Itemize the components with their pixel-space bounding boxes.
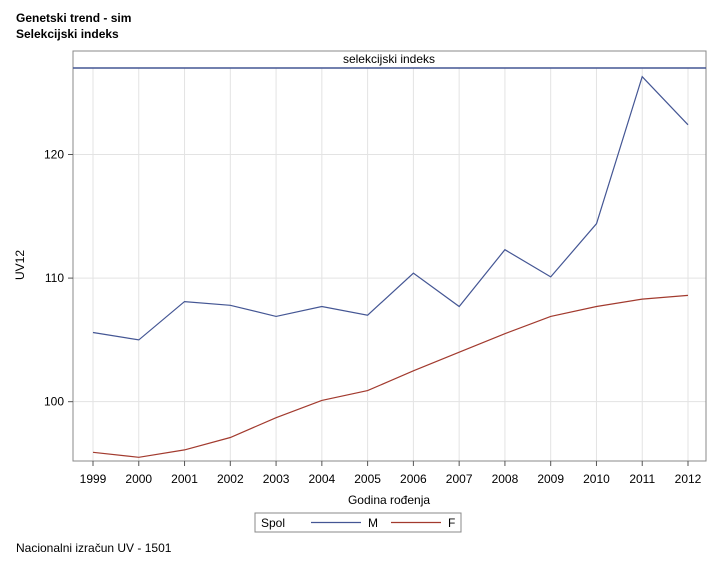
- panel-label: selekcijski indeks: [343, 52, 435, 66]
- legend-title: Spol: [261, 516, 285, 530]
- x-tick-label: 2012: [675, 472, 702, 486]
- x-tick-label: 2008: [492, 472, 519, 486]
- x-tick-label: 2006: [400, 472, 427, 486]
- chart-subtitle: Selekcijski indeks: [16, 27, 119, 41]
- x-axis: 1999 2000 2001 2002 2003 2004 2005 2006 2007 2008…: [80, 461, 702, 486]
- y-tick-label: 110: [45, 271, 64, 285]
- y-tick-label: 100: [44, 395, 64, 409]
- y-tick-label: 120: [44, 148, 64, 162]
- x-tick-label: 2005: [354, 472, 381, 486]
- x-axis-label: Godina rođenja: [348, 493, 430, 507]
- series: [92, 75, 689, 458]
- x-tick-label: 2003: [263, 472, 290, 486]
- y-axis: 100 110 120: [44, 148, 73, 409]
- y-axis-label: UV12: [13, 250, 27, 280]
- legend: Spol M F: [254, 512, 462, 533]
- x-tick-label: 2010: [583, 472, 610, 486]
- x-tick-label: 2004: [308, 472, 335, 486]
- series-line-m: [92, 75, 689, 341]
- grid: [73, 68, 706, 461]
- x-tick-label: 2011: [629, 472, 655, 486]
- plot-frame: [72, 50, 707, 462]
- x-tick-label: 2002: [217, 472, 244, 486]
- x-tick-label: 2007: [446, 472, 473, 486]
- x-tick-label: 2009: [537, 472, 564, 486]
- x-tick-label: 2001: [171, 472, 198, 486]
- legend-label-m: M: [368, 516, 378, 530]
- footnote: Nacionalni izračun UV - 1501: [16, 541, 172, 555]
- series-line-f: [92, 294, 689, 458]
- x-tick-label: 2000: [125, 472, 152, 486]
- x-tick-label: 1999: [80, 472, 107, 486]
- legend-label-f: F: [448, 516, 455, 530]
- chart-title: Genetski trend - sim: [16, 11, 132, 25]
